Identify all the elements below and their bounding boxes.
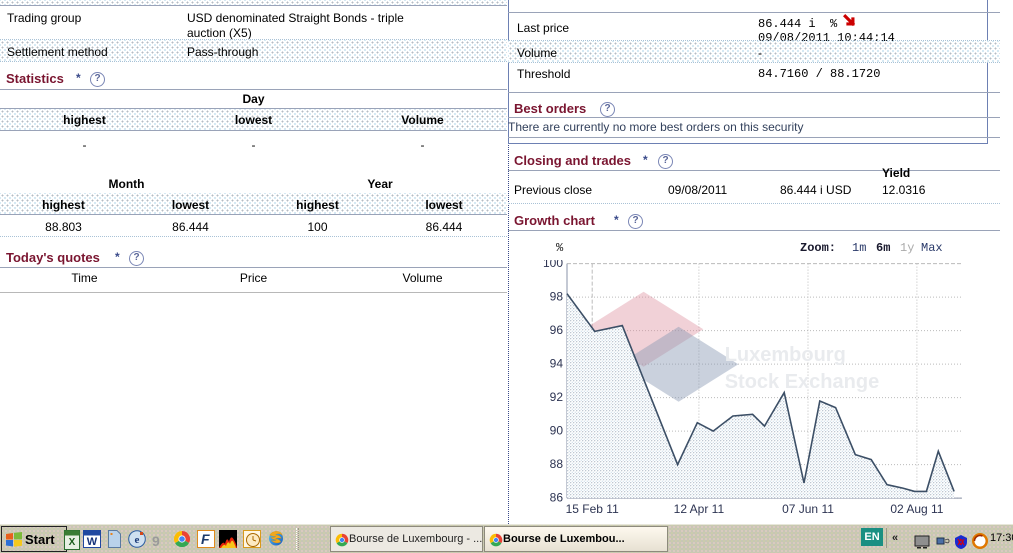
svg-text:94: 94 bbox=[550, 357, 564, 371]
svg-text:88: 88 bbox=[550, 457, 564, 471]
svg-text:96: 96 bbox=[550, 323, 564, 337]
svg-text:Stock Exchange: Stock Exchange bbox=[725, 371, 880, 393]
svg-text:X: X bbox=[69, 537, 76, 548]
svg-text:98: 98 bbox=[550, 290, 564, 304]
svg-text:12 Apr 11: 12 Apr 11 bbox=[674, 502, 725, 516]
svg-text:Luxembourg: Luxembourg bbox=[725, 344, 846, 366]
svg-text:15 Feb 11: 15 Feb 11 bbox=[566, 502, 619, 516]
svg-text:W: W bbox=[87, 536, 98, 548]
svg-text:100: 100 bbox=[543, 260, 563, 270]
svg-text:e: e bbox=[135, 534, 140, 546]
svg-text:02 Aug 11: 02 Aug 11 bbox=[890, 502, 943, 516]
svg-text:07 Jun 11: 07 Jun 11 bbox=[782, 502, 834, 516]
svg-text:86: 86 bbox=[550, 491, 564, 505]
svg-text:90: 90 bbox=[550, 424, 564, 438]
svg-text:92: 92 bbox=[550, 390, 564, 404]
